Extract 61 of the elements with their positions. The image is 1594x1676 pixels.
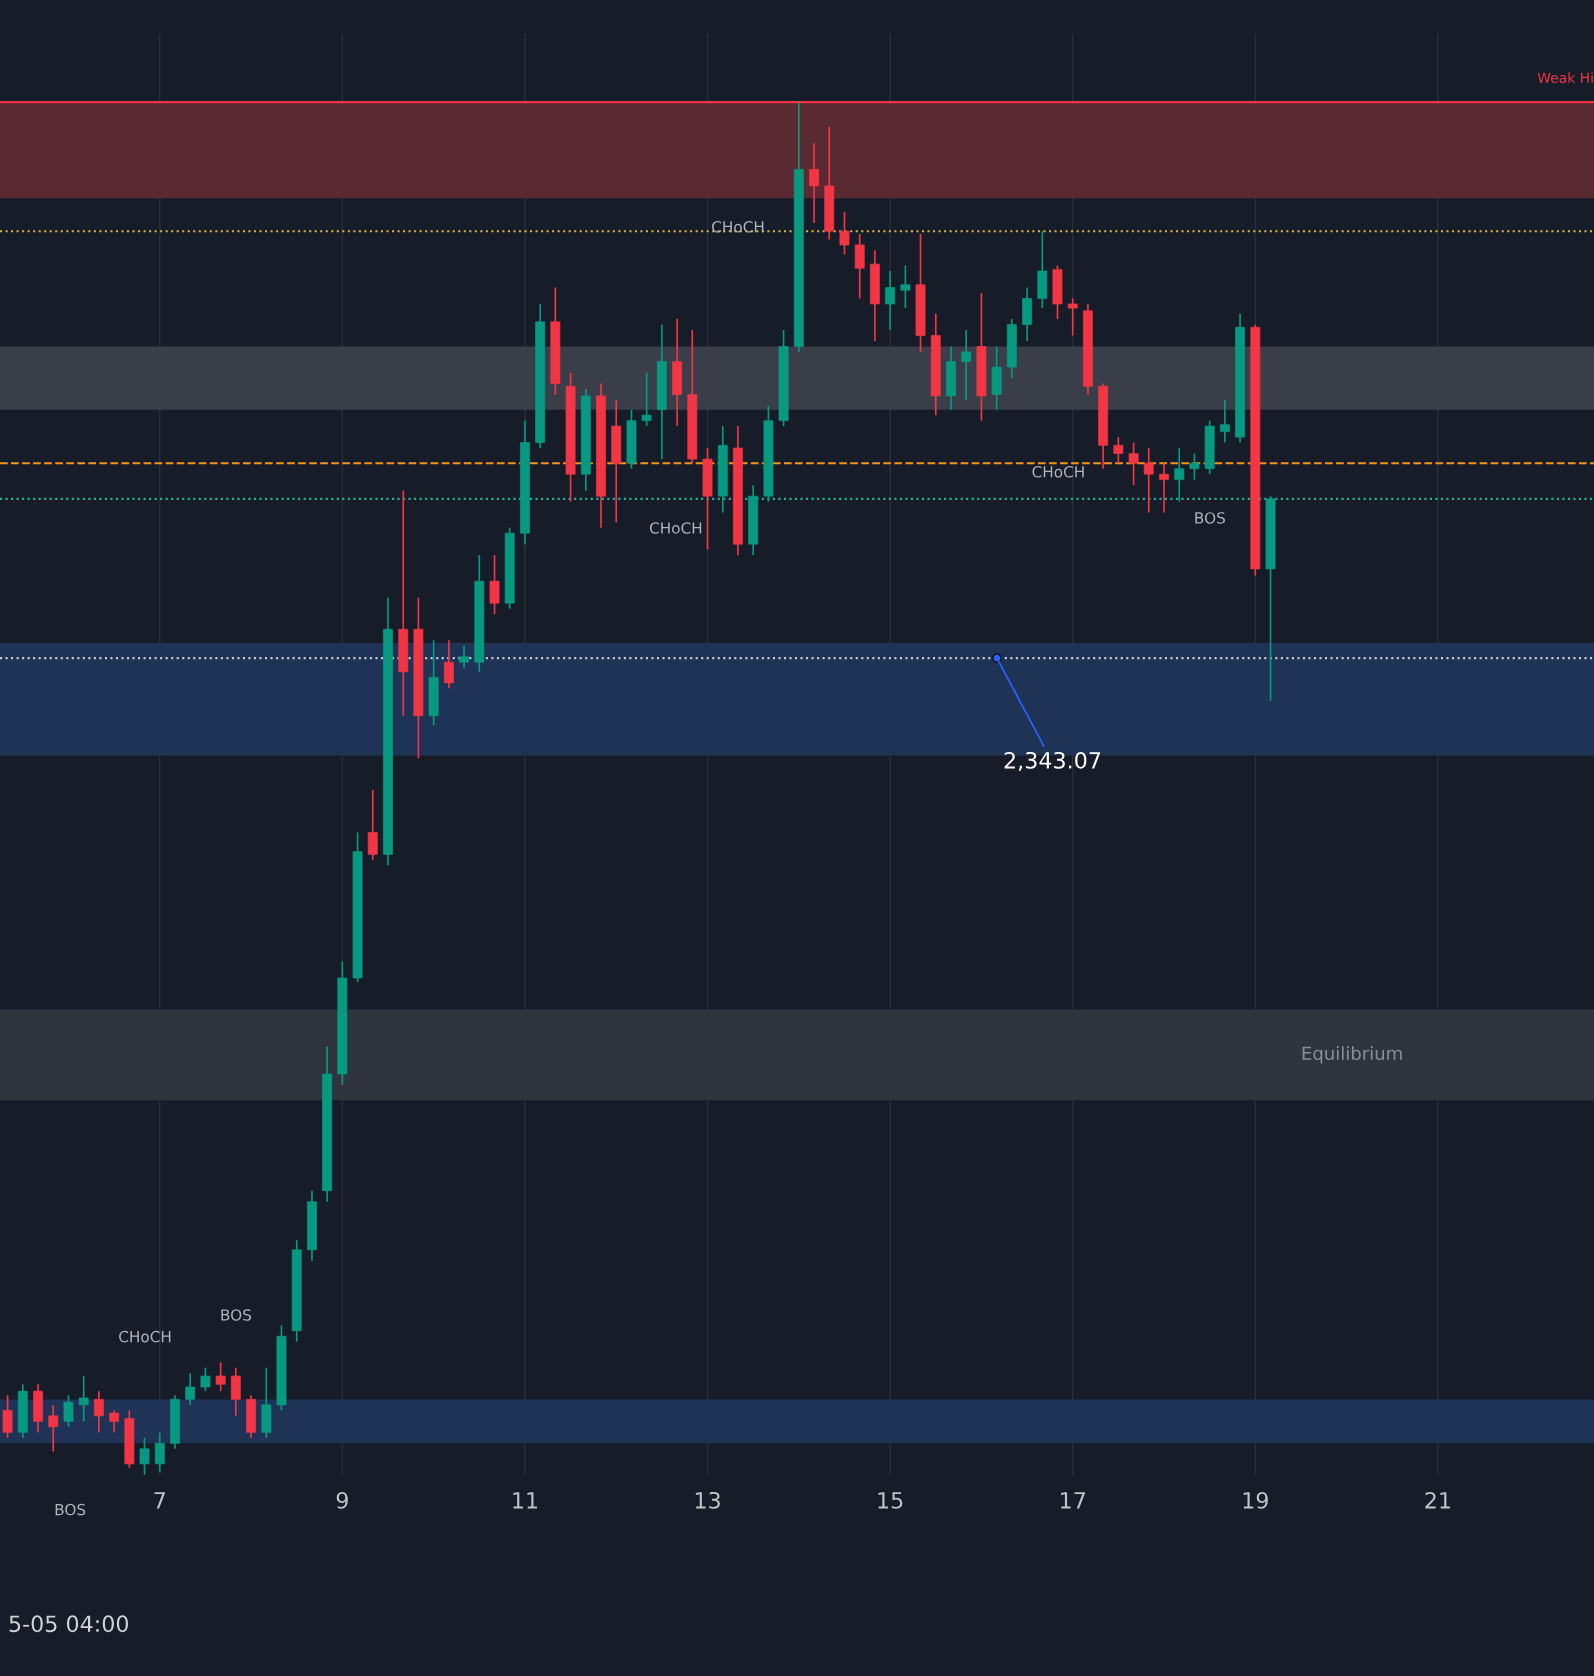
candlestick bbox=[63, 1394, 74, 1428]
candlestick bbox=[1204, 419, 1215, 475]
candlestick bbox=[474, 554, 485, 673]
candlestick bbox=[413, 596, 424, 760]
candlestick bbox=[702, 447, 713, 551]
annotation: CHoCH bbox=[119, 1330, 171, 1343]
candlestick bbox=[124, 1409, 135, 1469]
candlestick bbox=[215, 1361, 226, 1392]
x-tick-label: 17 bbox=[1061, 1492, 1085, 1509]
x-tick-label: 7 bbox=[154, 1492, 165, 1509]
annotation: BOS bbox=[221, 1309, 252, 1321]
x-tick-label: 11 bbox=[513, 1492, 538, 1509]
candlestick bbox=[565, 371, 576, 503]
candlestick bbox=[763, 404, 774, 503]
candlestick bbox=[352, 831, 363, 983]
candlestick bbox=[900, 264, 911, 309]
candlestick bbox=[1250, 323, 1261, 577]
x-tick-label: 15 bbox=[878, 1492, 903, 1509]
candlestick bbox=[139, 1436, 150, 1475]
candlestick bbox=[489, 554, 500, 616]
candlestick bbox=[550, 286, 561, 396]
candlestick bbox=[291, 1239, 302, 1343]
candlestick bbox=[1113, 436, 1124, 465]
candlestick bbox=[778, 329, 789, 427]
candlestick bbox=[839, 211, 850, 256]
band-label: Equilibrium bbox=[1302, 1046, 1402, 1064]
candlestick bbox=[1265, 495, 1276, 702]
x-tick-label: 21 bbox=[1425, 1491, 1450, 1509]
candlestick bbox=[1067, 297, 1078, 337]
candlestick bbox=[687, 329, 698, 465]
x-tick-label: 13 bbox=[695, 1491, 720, 1509]
text: BOS bbox=[55, 1503, 86, 1516]
candlestick bbox=[1052, 264, 1063, 320]
x-tick-label: 9 bbox=[336, 1491, 348, 1509]
candlestick bbox=[976, 292, 987, 422]
candlestick bbox=[641, 371, 652, 427]
x-tick-label: 19 bbox=[1243, 1491, 1268, 1509]
candlestick bbox=[337, 960, 348, 1086]
candlestick bbox=[261, 1366, 272, 1439]
annotation: CHoCH bbox=[649, 522, 702, 534]
candlestick bbox=[78, 1375, 89, 1423]
annotation: CHoCH bbox=[712, 220, 764, 233]
candlestick bbox=[1037, 230, 1048, 309]
annotation: 2,343.07 bbox=[1004, 751, 1101, 771]
candlestick bbox=[1128, 441, 1139, 486]
candlestick bbox=[915, 233, 926, 353]
candlestick bbox=[200, 1366, 211, 1392]
candlestick bbox=[504, 526, 515, 610]
annotation: BOS bbox=[1195, 512, 1225, 524]
candlestick bbox=[276, 1324, 287, 1412]
candlestick bbox=[854, 233, 865, 300]
candlestick bbox=[428, 639, 439, 727]
ref-line-label: Weak Hi bbox=[1537, 72, 1593, 83]
candlestick bbox=[459, 644, 469, 669]
candlestick bbox=[2, 1394, 13, 1439]
annotation: CHoCH bbox=[1032, 466, 1084, 478]
candlestick bbox=[991, 345, 1002, 411]
candlestick bbox=[1189, 452, 1200, 481]
text: 5-05 04:00 bbox=[9, 1615, 129, 1633]
candlestick bbox=[626, 408, 637, 470]
candlestick bbox=[109, 1409, 120, 1434]
